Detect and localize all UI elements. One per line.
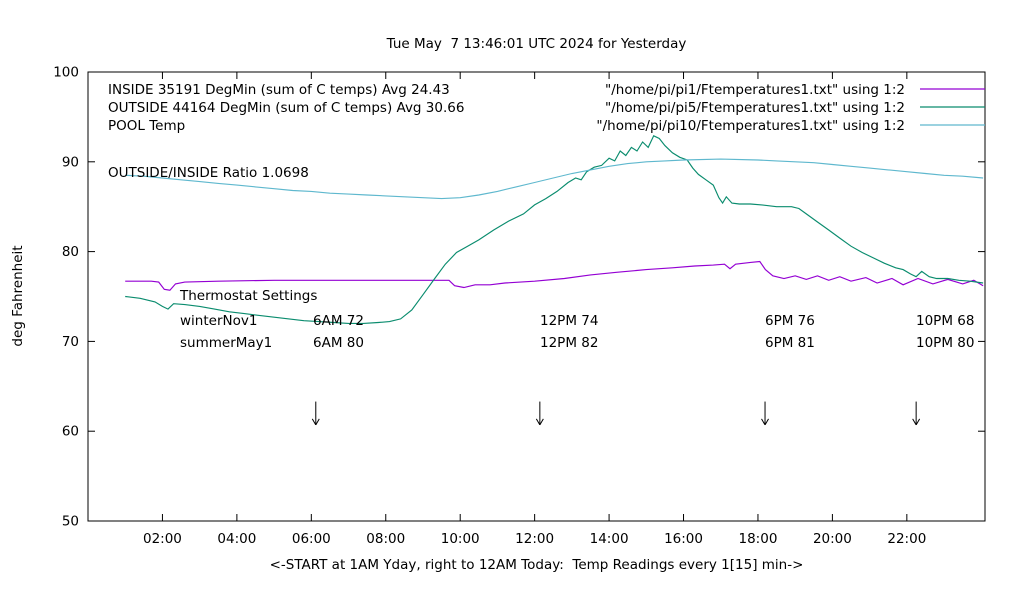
down-arrow-head [915, 418, 921, 426]
thermostat-summer-10pm: 10PM 80 [916, 335, 975, 351]
y-tick-label: 70 [62, 334, 79, 350]
x-tick-label: 06:00 [292, 531, 331, 547]
x-tick-label: 12:00 [515, 531, 554, 547]
y-tick-label: 60 [62, 424, 79, 440]
down-arrow-head [761, 418, 766, 426]
pool-temp-line [125, 158, 984, 200]
x-tick-label: 14:00 [590, 531, 629, 547]
thermostat-winter-6pm: 6PM 76 [765, 313, 815, 329]
thermostat-winter-10pm: 10PM 68 [916, 313, 975, 329]
down-arrow-head [764, 418, 769, 426]
outside-temp-line [125, 135, 984, 324]
legend-pool-file: "/home/pi/pi10/Ftemperatures1.txt" using… [596, 118, 905, 134]
y-tick-label: 50 [62, 514, 79, 530]
thermostat-summer-12pm: 12PM 82 [540, 335, 599, 351]
x-tick-label: 04:00 [217, 531, 256, 547]
x-tick-label: 16:00 [664, 531, 703, 547]
down-arrow-head [315, 418, 320, 426]
thermostat-settings-title: Thermostat Settings [180, 288, 318, 304]
legend-outside-label: OUTSIDE 44164 DegMin (sum of C temps) Av… [108, 100, 465, 116]
x-tick-label: 22:00 [887, 531, 926, 547]
down-arrow-head [912, 418, 917, 426]
y-axis-label: deg Fahrenheit [10, 245, 26, 347]
legend-inside-label: INSIDE 35191 DegMin (sum of C temps) Avg… [108, 82, 450, 98]
legend-outside-file: "/home/pi/pi5/Ftemperatures1.txt" using … [605, 100, 905, 116]
x-axis-label: <-START at 1AM Yday, right to 12AM Today… [269, 557, 804, 573]
down-arrow-head [539, 418, 544, 426]
legend-pool-label: POOL Temp [108, 118, 186, 134]
x-tick-label: 18:00 [739, 531, 778, 547]
thermostat-summer-6am: 6AM 80 [313, 335, 364, 351]
x-tick-label: 20:00 [813, 531, 852, 547]
thermostat-winter-6am: 6AM 72 [313, 313, 364, 329]
plot-border [87, 71, 986, 522]
x-tick-label: 08:00 [366, 531, 405, 547]
y-tick-label: 80 [62, 244, 79, 260]
y-tick-label: 90 [62, 154, 79, 170]
inside-temp-line [125, 260, 984, 291]
down-arrow-head [311, 418, 317, 426]
thermostat-winter-12pm: 12PM 74 [540, 313, 599, 329]
x-tick-label: 02:00 [143, 531, 182, 547]
thermostat-winter-name: winterNov1 [180, 313, 258, 329]
x-tick-label: 10:00 [441, 531, 480, 547]
thermostat-summer-name: summerMay1 [180, 335, 273, 351]
thermostat-summer-6pm: 6PM 81 [765, 335, 815, 351]
outside-inside-ratio-label: OUTSIDE/INSIDE Ratio 1.0698 [108, 165, 309, 181]
down-arrow-head [535, 418, 541, 426]
legend-inside-file: "/home/pi/pi1/Ftemperatures1.txt" using … [605, 82, 905, 98]
chart-title: Tue May 7 13:46:01 UTC 2024 for Yesterda… [386, 36, 687, 52]
y-tick-label: 100 [53, 65, 79, 81]
